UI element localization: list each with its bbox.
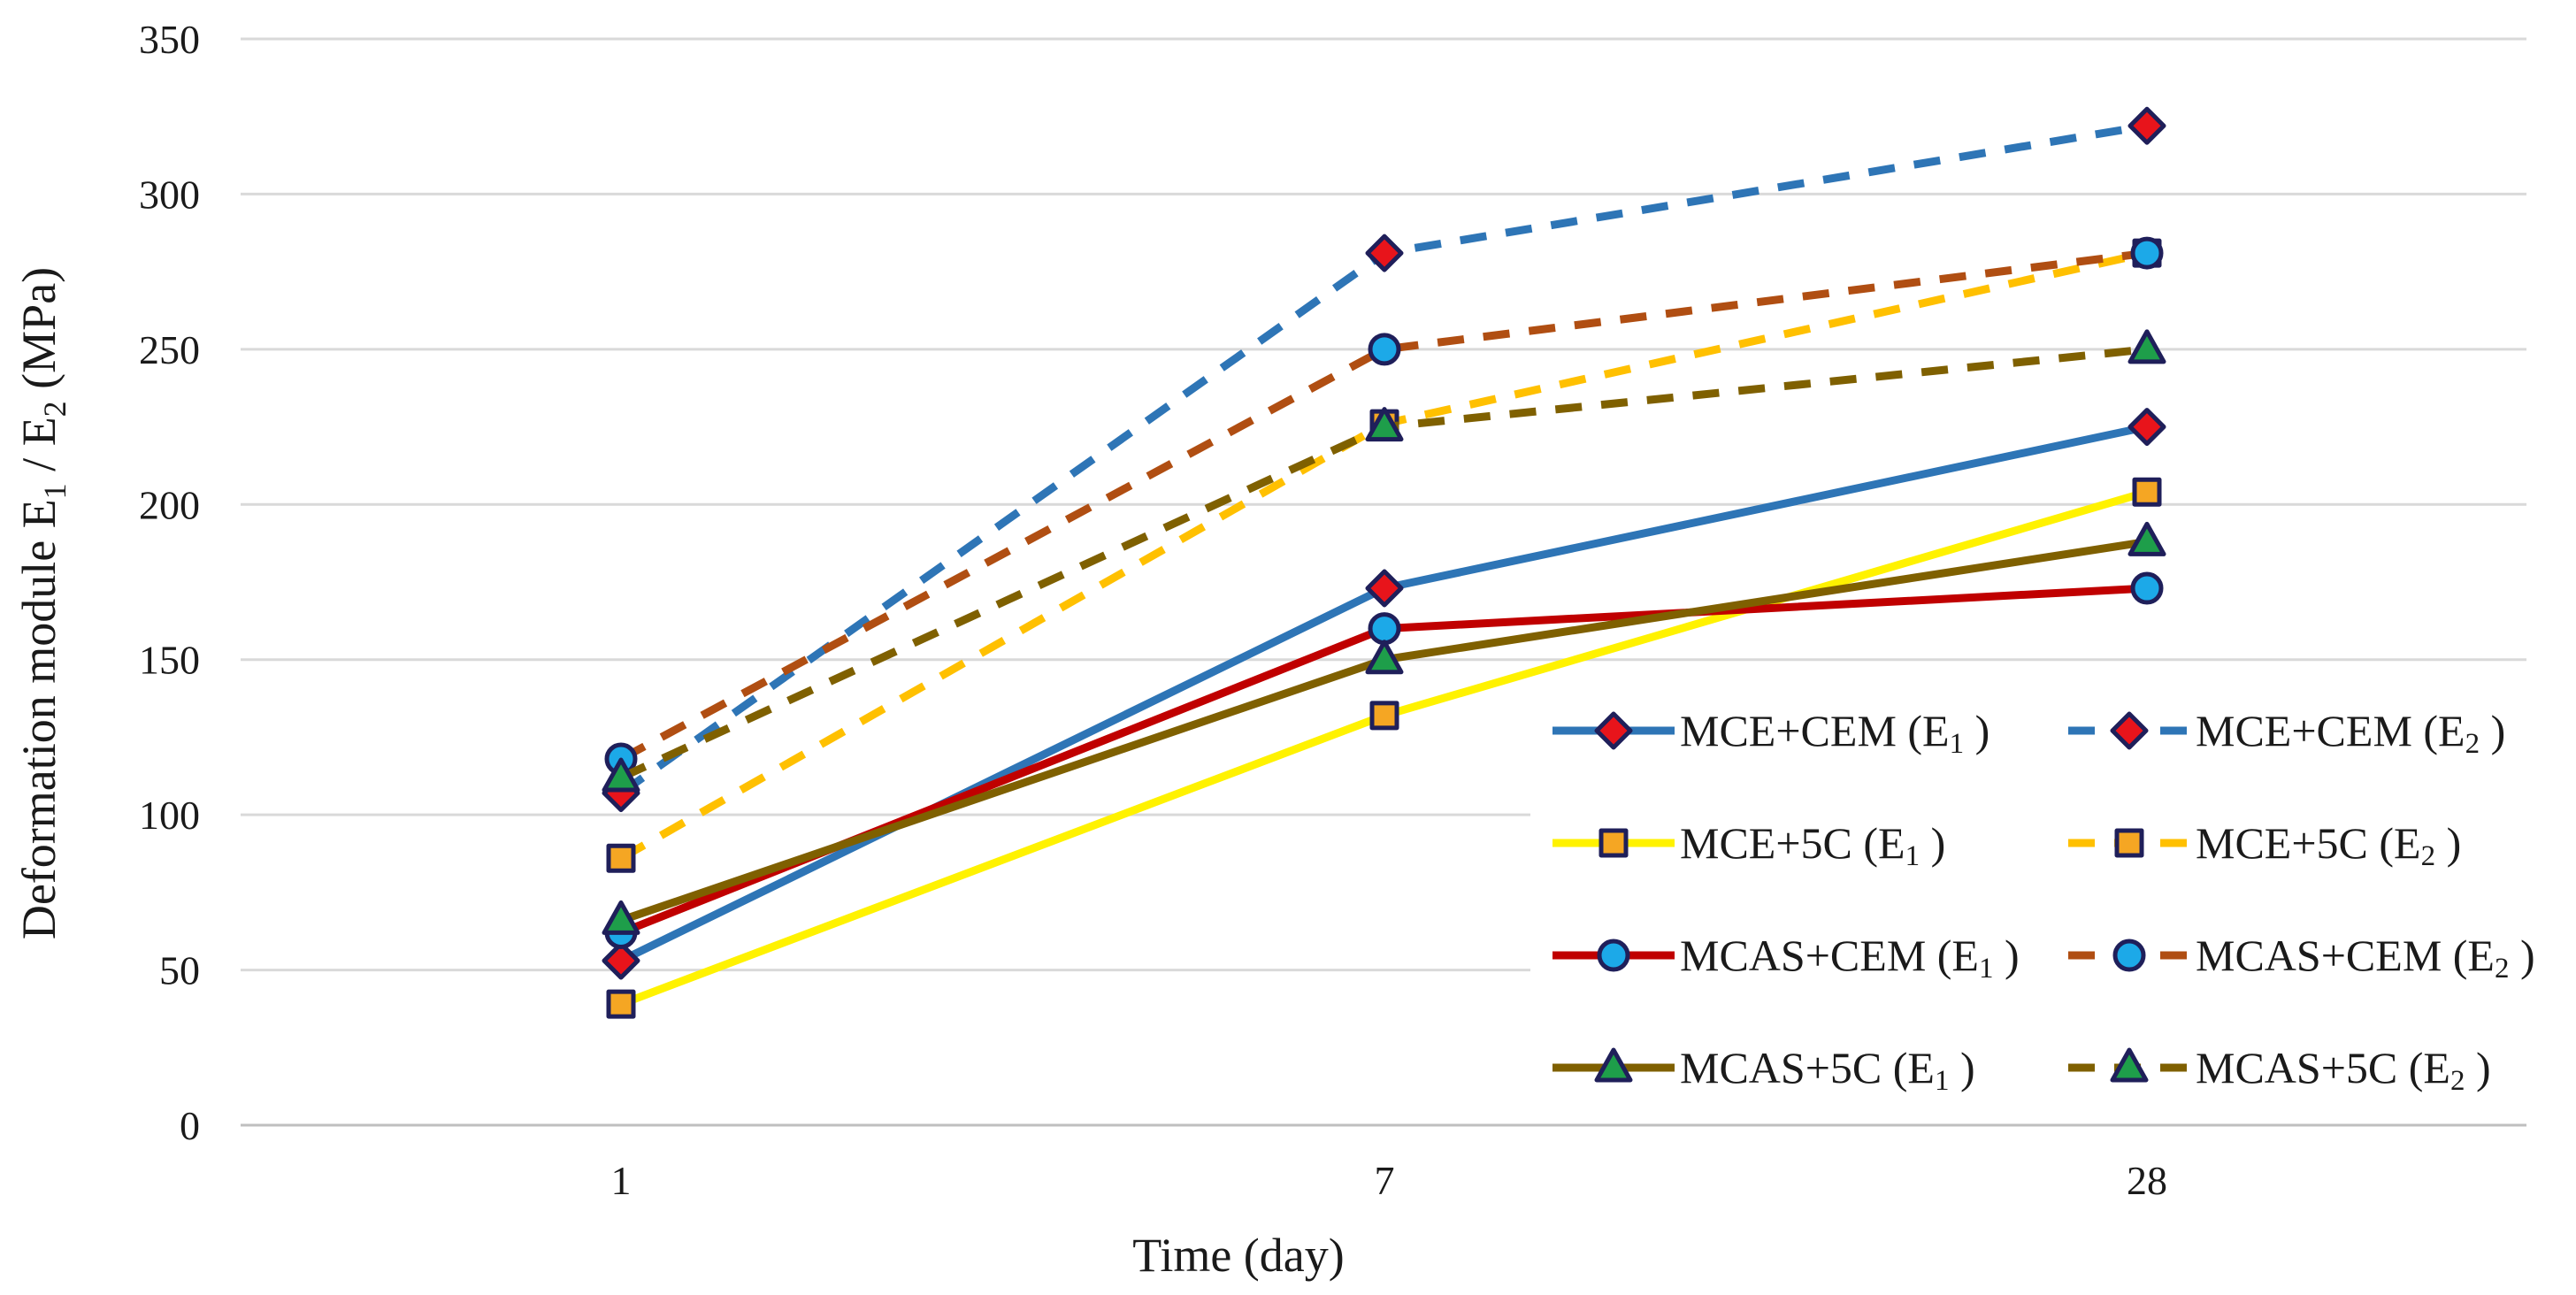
y-tick-label: 250 <box>139 327 200 372</box>
data-point <box>602 757 640 793</box>
legend-label: MCE+5C (E2 ) <box>2196 818 2461 872</box>
legend-label: MCAS+5C (E1 ) <box>1680 1043 1975 1097</box>
series-group <box>602 106 2166 1019</box>
legend-label: MCE+CEM (E2 ) <box>2196 706 2505 760</box>
legend-marker <box>1594 1047 1633 1083</box>
data-point <box>2130 236 2164 270</box>
legend-marker <box>2110 711 2149 750</box>
series-6 <box>602 521 2166 935</box>
legend-marker <box>2114 828 2144 858</box>
data-point <box>2130 571 2164 605</box>
legend-label: MCE+CEM (E1 ) <box>1680 706 1990 760</box>
legend-label: MCAS+CEM (E2 ) <box>2196 931 2535 985</box>
legend-box <box>1530 688 2574 1116</box>
y-axis-title: Deformation module E1 / E2 (MPa) <box>12 267 73 939</box>
data-point <box>606 843 636 873</box>
legend-marker <box>1598 828 1629 858</box>
data-point <box>1368 333 1401 366</box>
series-5 <box>604 236 2164 776</box>
legend-label: MCAS+CEM (E1 ) <box>1680 931 2020 985</box>
series-2 <box>606 477 2162 1019</box>
data-point <box>1365 569 1404 608</box>
legend-entry: MCAS+5C (E1 ) <box>1552 1043 1975 1097</box>
y-tick-label: 50 <box>159 948 200 993</box>
x-axis-title: Time (day) <box>1132 1229 1345 1282</box>
y-tick-label: 150 <box>139 638 200 683</box>
legend-marker <box>2110 1047 2149 1083</box>
data-point <box>2128 106 2166 145</box>
data-point <box>602 900 640 935</box>
legend-entry: MCE+5C (E2 ) <box>2068 818 2461 872</box>
x-tick-label: 1 <box>611 1158 632 1203</box>
legend-label: MCE+5C (E1 ) <box>1680 818 1945 872</box>
legend-marker <box>1594 711 1633 750</box>
series-7 <box>602 329 2166 793</box>
legend-entry: MCAS+CEM (E2 ) <box>2068 931 2535 985</box>
data-point <box>2128 329 2166 364</box>
data-point <box>606 989 636 1019</box>
data-point <box>2128 408 2166 447</box>
legend-background <box>1530 688 2574 1116</box>
legend-entry: MCE+5C (E1 ) <box>1552 818 1945 872</box>
data-point <box>1369 701 1399 731</box>
data-point <box>2132 477 2162 507</box>
data-point <box>602 941 640 980</box>
y-tick-label: 350 <box>139 17 200 62</box>
data-point <box>2128 521 2166 556</box>
data-point <box>1365 407 1404 442</box>
y-tick-label: 100 <box>139 793 200 838</box>
y-tick-label: 0 <box>180 1103 200 1148</box>
legend-entry: MCE+CEM (E1 ) <box>1552 706 1990 760</box>
legend-label: MCAS+5C (E2 ) <box>2196 1043 2491 1097</box>
legend-entry: MCE+CEM (E2 ) <box>2068 706 2505 760</box>
data-point <box>1365 640 1404 675</box>
data-point <box>1365 234 1404 272</box>
series-line <box>618 249 2148 762</box>
axes: 0 50 100 150 200 250 300 350 1 7 28 <box>139 17 2526 1203</box>
y-tick-label: 300 <box>139 172 200 217</box>
legend-entry: MCAS+5C (E2 ) <box>2068 1043 2491 1097</box>
data-point <box>1368 612 1401 646</box>
y-tick-label: 200 <box>139 482 200 527</box>
x-tick-label: 7 <box>1375 1158 1395 1203</box>
x-tick-label: 28 <box>2127 1158 2167 1203</box>
legend-marker <box>2112 939 2146 972</box>
legend: MCE+CEM (E1 ) MCE+CEM (E2 ) MCE+5C (E1 ) MC… <box>1552 706 2535 1097</box>
legend-marker <box>1597 939 1630 972</box>
legend-entry: MCAS+CEM (E1 ) <box>1552 931 2020 985</box>
